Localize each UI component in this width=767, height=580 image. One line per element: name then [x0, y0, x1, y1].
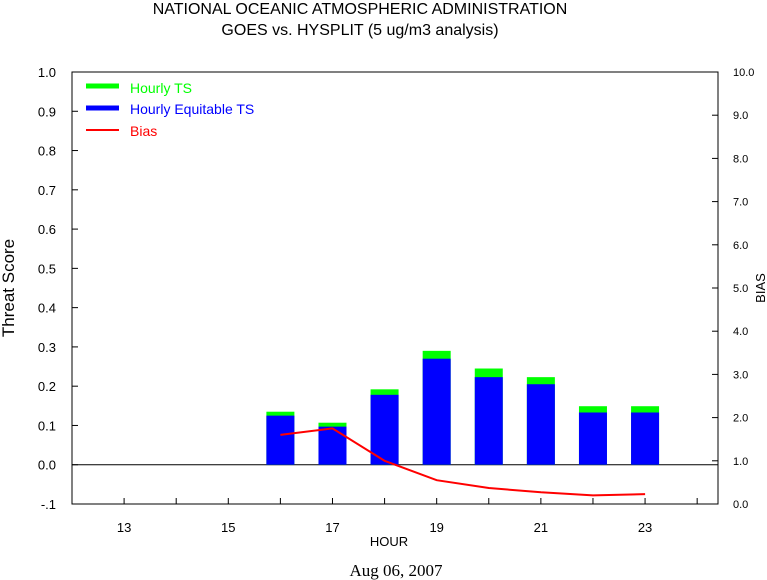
y2-tick-label: 7.0 [733, 197, 748, 209]
x-tick-label: 13 [117, 520, 131, 535]
y2-tick-label: 4.0 [733, 326, 748, 338]
y-tick-label: 0.2 [38, 379, 56, 394]
y-tick-label: 0.8 [38, 144, 56, 159]
x-tick-label: 19 [429, 520, 443, 535]
y-tick-label: 1.0 [38, 65, 56, 80]
y2-tick-label: 3.0 [733, 369, 748, 381]
bar-hourly-ets [266, 415, 295, 465]
y-tick-label: 0.9 [38, 104, 56, 119]
y-tick-label: 0.5 [38, 261, 56, 276]
bar-hourly-ets [370, 394, 399, 465]
date-label: Aug 06, 2007 [349, 561, 443, 580]
x-tick-label: 15 [221, 520, 235, 535]
y2-tick-label: 9.0 [733, 110, 748, 122]
plot-frame [71, 71, 719, 505]
legend-label-hourly-ts: Hourly TS [130, 80, 192, 96]
y2-tick-label: 1.0 [733, 456, 748, 468]
y2-tick-label: 2.0 [733, 413, 748, 425]
x-tick-label: 23 [638, 520, 652, 535]
y-tick-label: 0.0 [38, 458, 56, 473]
y2-tick-label: 0.0 [733, 499, 748, 511]
y-tick-label: 0.7 [38, 183, 56, 198]
chart-title-line2: GOES vs. HYSPLIT (5 ug/m3 analysis) [221, 22, 498, 39]
y2-tick-label: 8.0 [733, 153, 748, 165]
y-axis-label-left: Threat Score [0, 239, 18, 337]
bars-layer [266, 350, 660, 465]
x-tick-label: 17 [325, 520, 339, 535]
y-tick-label: 0.3 [38, 340, 56, 355]
y-tick-label: 0.6 [38, 222, 56, 237]
bar-hourly-ets [318, 426, 347, 465]
y2-tick-label: 5.0 [733, 283, 748, 295]
y-tick-label: 0.1 [38, 418, 56, 433]
x-tick-label: 21 [534, 520, 548, 535]
y2-tick-label: 6.0 [733, 240, 748, 252]
legend-label-hourly-ets: Hourly Equitable TS [130, 101, 254, 117]
bar-hourly-ets [474, 377, 503, 465]
bias-line [280, 427, 646, 497]
legend: Hourly TS Hourly Equitable TS Bias [86, 80, 254, 139]
bar-hourly-ets [631, 412, 660, 465]
y-tick-label: -.1 [41, 497, 56, 512]
legend-label-bias: Bias [130, 123, 157, 139]
y-tick-label: 0.4 [38, 301, 56, 316]
axes-layer: 1.0 0.9 0.8 0.7 0.6 0.5 0.4 0.3 0.2 0.1 0.0 -.1 10.0… [38, 65, 755, 535]
bar-hourly-ets [526, 384, 555, 465]
bar-hourly-ets [422, 358, 451, 465]
y2-tick-label: 10.0 [733, 67, 754, 79]
chart-title-line1: NATIONAL OCEANIC ATMOSPHERIC ADMINISTRAT… [153, 1, 568, 18]
bias-line-layer [280, 427, 646, 497]
y-axis-label-right: BIAS [753, 273, 767, 303]
bar-hourly-ets [578, 412, 607, 465]
x-axis-label: HOUR [370, 534, 408, 549]
